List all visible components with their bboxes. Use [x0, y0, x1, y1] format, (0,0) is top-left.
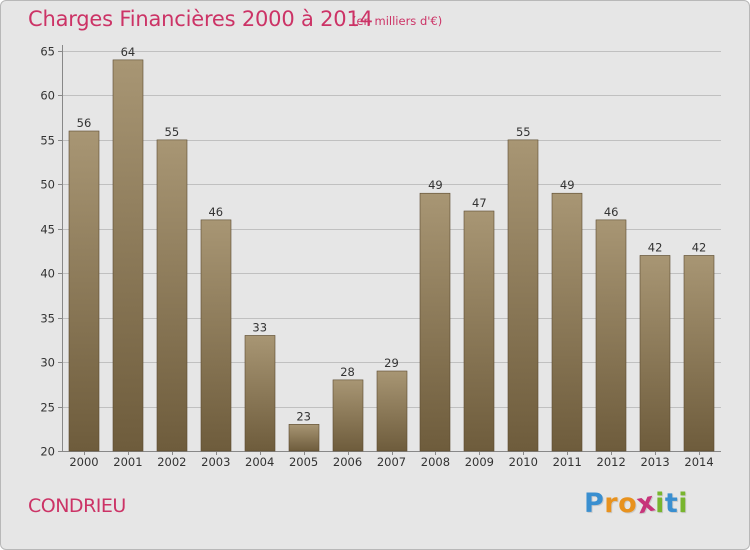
x-tick-label: 2005: [289, 455, 318, 469]
city-name: CONDRIEU: [28, 495, 126, 517]
bar-data-label: 28: [340, 365, 355, 379]
bar-data-label: 47: [472, 196, 487, 210]
y-tick-label: 20: [40, 445, 55, 459]
x-tick-label: 2008: [421, 455, 450, 469]
bar: [68, 130, 100, 452]
bar-data-label: 42: [692, 240, 707, 254]
bar-data-label: 29: [384, 356, 399, 370]
chart-title: Charges Financières 2000 à 2014: [28, 7, 373, 31]
x-tick-label: 2001: [113, 455, 142, 469]
bar: [595, 219, 627, 452]
y-tick-label: 55: [40, 134, 55, 148]
bar: [156, 139, 188, 452]
data-labels: 56 64 55 46 33 23 28 29 49 47 55 49 46 42 42: [77, 45, 707, 423]
bar: [376, 370, 408, 452]
x-tick-label: 2000: [69, 455, 98, 469]
bar-data-label: 55: [165, 125, 180, 139]
bars: [68, 59, 715, 452]
logo-letter: t: [664, 488, 679, 519]
bar: [639, 255, 671, 452]
bar: [419, 192, 451, 452]
y-tick-label: 25: [40, 401, 55, 415]
x-tick-label: 2013: [640, 455, 669, 469]
x-tick-label: 2007: [377, 455, 406, 469]
chart-subtitle: (en milliers d'€): [352, 14, 443, 28]
tick-labels: 20 25 30 35 40 45 50 55 60 65 2000 2001 2002 2003 2004…: [40, 45, 713, 470]
x-tick-label: 2014: [684, 455, 713, 469]
y-tick-label: 45: [40, 223, 55, 237]
y-tick-label: 65: [40, 45, 55, 59]
x-tick-label: 2004: [245, 455, 274, 469]
bar-data-label: 55: [516, 125, 531, 139]
bar: [288, 424, 320, 452]
logo-letter: P: [584, 488, 605, 519]
logo-letter: r: [604, 488, 619, 519]
bar-data-label: 49: [560, 178, 575, 192]
bar-data-label: 46: [208, 205, 223, 219]
bar: [112, 59, 144, 452]
logo-letter: o: [618, 488, 638, 519]
bar: [332, 379, 364, 452]
y-tick-label: 50: [40, 178, 55, 192]
y-tick-label: 35: [40, 312, 55, 326]
x-tick-label: 2009: [465, 455, 494, 469]
bar: [200, 219, 232, 452]
x-tick-label: 2002: [157, 455, 186, 469]
x-tick-label: 2010: [509, 455, 538, 469]
y-tick-label: 60: [40, 89, 55, 103]
bar-data-label: 56: [77, 116, 92, 130]
bar: [683, 255, 715, 452]
bar: [244, 335, 276, 452]
bar-data-label: 42: [648, 240, 663, 254]
x-tick-label: 2011: [553, 455, 582, 469]
bar-data-label: 46: [604, 205, 619, 219]
x-tick-label: 2003: [201, 455, 230, 469]
bar: [551, 192, 583, 452]
bar-data-label: 23: [296, 409, 311, 423]
y-tick-label: 30: [40, 356, 55, 370]
y-tick-label: 40: [40, 267, 55, 281]
x-tick-label: 2006: [333, 455, 362, 469]
bar-data-label: 33: [252, 320, 267, 334]
proxiti-logo: Proxiti: [584, 486, 689, 520]
bar-data-label: 64: [121, 45, 136, 59]
bar: [507, 139, 539, 452]
axes: [58, 45, 721, 455]
x-tick-label: 2012: [597, 455, 626, 469]
bar-data-label: 49: [428, 178, 443, 192]
bar: [463, 210, 495, 452]
logo-letter: i: [655, 488, 665, 519]
logo-letter: i: [678, 488, 689, 519]
